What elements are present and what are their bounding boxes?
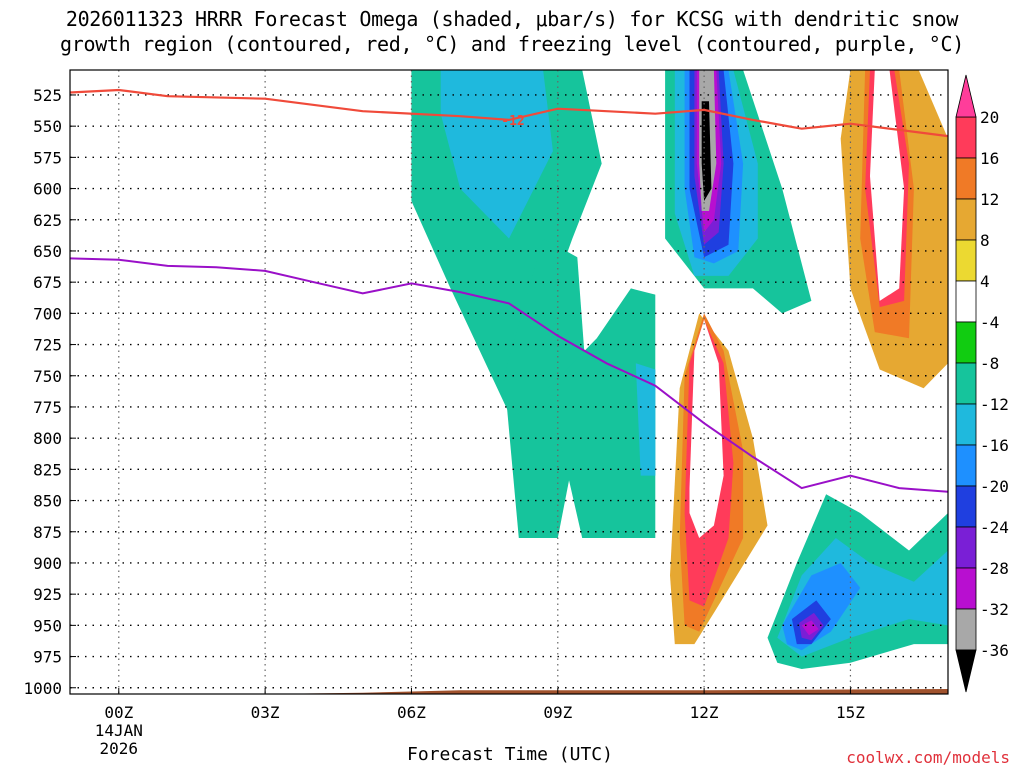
colorbar-top-arrow [955,74,977,118]
y-tick-label-575: 575 [33,148,62,167]
colorbar-bin-3 [955,239,977,282]
x-tick-label-03Z: 03Z [251,703,280,722]
colorbar-label-4: 4 [980,272,990,291]
omega-region-31 [801,620,819,636]
colorbar-bin-12 [955,608,977,651]
y-tick-label-925: 925 [33,585,62,604]
colorbar-label-11: -28 [980,559,1009,578]
y-axis: 525 550 575 600 625 650 675 700 725 750 775 800 825 8… [23,86,76,698]
y-tick-label-875: 875 [33,523,62,542]
chart-title-line1: 2026011323 HRRR Forecast Omega (shaded, … [65,7,959,31]
colorbar-bin-2 [955,198,977,241]
colorbar-bin-8 [955,444,977,487]
y-tick-label-775: 775 [33,398,62,417]
omega-region-7 [635,363,656,476]
omega-region-25 [689,319,724,538]
colorbar-label-9: -20 [980,477,1009,496]
y-tick-label-725: 725 [33,336,62,355]
colorbar-label-10: -24 [980,518,1009,537]
colorbar-label-12: -32 [980,600,1009,619]
colorbar-bin-1 [955,157,977,200]
plot-frame [69,69,949,695]
colorbar-label-5: -4 [980,313,999,332]
y-tick-label-750: 750 [33,367,62,386]
x-tick-date: 14JAN [95,721,143,740]
freezing-level-line [70,257,948,493]
colorbar-bin-10 [955,526,977,569]
y-tick-label-525: 525 [33,86,62,105]
credit-link[interactable]: coolwx.com/models [846,748,1010,767]
y-tick-label-850: 850 [33,492,62,511]
colorbar-label-3: 8 [980,231,990,250]
y-tick-label-700: 700 [33,304,62,323]
colorbar-label-13: -36 [980,641,1009,660]
omega-region-6 [548,288,656,538]
colorbar-bin-4 [955,280,977,323]
omega-shading [411,70,948,669]
colorbar-bin-11 [955,567,977,610]
colorbar-bin-7 [955,403,977,446]
colorbar-label-6: -8 [980,354,999,373]
colorbar-label-0: 20 [980,108,999,127]
y-tick-label-600: 600 [33,180,62,199]
colorbar-bin-5 [955,321,977,364]
x-tick-label-12Z: 12Z [690,703,719,722]
y-tick-label-675: 675 [33,273,62,292]
y-tick-label-650: 650 [33,242,62,261]
y-tick-label-950: 950 [33,616,62,635]
colorbar-bottom-arrow [955,649,977,693]
terrain [70,689,948,694]
contour-label-0: -12 [501,114,524,129]
colorbar-label-8: -16 [980,436,1009,455]
x-tick-label-15Z: 15Z [836,703,865,722]
y-tick-label-900: 900 [33,554,62,573]
x-tick-label-06Z: 06Z [397,703,426,722]
terrain-fill [70,689,948,694]
y-tick-label-625: 625 [33,211,62,230]
y-tick-label-1000: 1000 [23,679,62,698]
colorbar: 20 16 12 8 4 -4 -8 -12 -16 -20 -24 -28 -32 -36 [955,74,1009,693]
colorbar-label-2: 12 [980,190,999,209]
dendritic-contour-line [70,88,948,138]
y-tick-label-800: 800 [33,429,62,448]
colorbar-bin-6 [955,362,977,405]
colorbar-bin-9 [955,485,977,528]
x-tick-label-00Z: 00Z [104,703,133,722]
chart-title-line2: growth region (contoured, red, °C) and f… [59,32,965,56]
y-tick-label-975: 975 [33,648,62,667]
contour-lines: -12 [70,88,948,493]
omega-region-1 [440,70,553,239]
colorbar-label-1: 16 [980,149,999,168]
y-tick-label-825: 825 [33,460,62,479]
x-tick-label-09Z: 09Z [543,703,572,722]
x-tick-year: 2026 [100,739,139,758]
colorbar-label-7: -12 [980,395,1009,414]
x-axis-title: Forecast Time (UTC) [407,744,613,765]
colorbar-bin-0 [955,116,977,159]
y-tick-label-550: 550 [33,117,62,136]
